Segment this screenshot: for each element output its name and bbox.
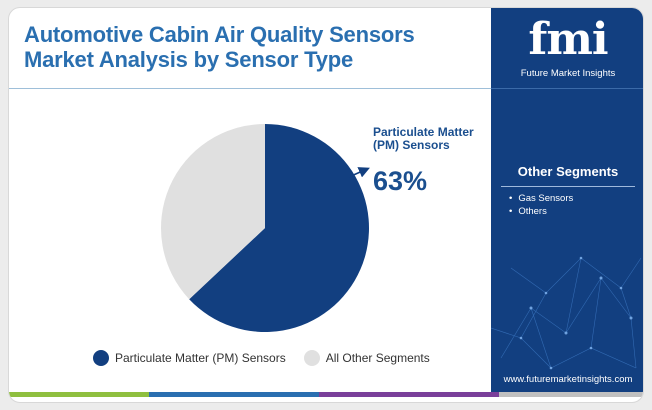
color-bar-segment: [149, 392, 319, 397]
segment-item: Others: [509, 205, 573, 218]
segment-item: Gas Sensors: [509, 192, 573, 205]
pie-slice-pm-sensors: [189, 124, 369, 332]
callout-label: Particulate Matter (PM) Sensors: [373, 125, 474, 152]
bottom-color-bar: [9, 392, 643, 397]
legend-item-pm-sensors: Particulate Matter (PM) Sensors: [93, 350, 286, 366]
report-card: Automotive Cabin Air Quality Sensors Mar…: [8, 7, 644, 403]
website-link[interactable]: www.futuremarketinsights.com: [503, 374, 633, 385]
legend-label-other-segments: All Other Segments: [325, 351, 430, 365]
callout-arrow: [348, 167, 370, 178]
legend-swatch-pm-sensors: [93, 350, 109, 366]
callout-value: 63%: [373, 166, 428, 196]
legend-label-pm-sensors: Particulate Matter (PM) Sensors: [115, 351, 286, 365]
color-bar-segment: [319, 392, 499, 397]
other-segments-heading: Other Segments: [517, 164, 619, 179]
pie-slice-other-segments: [160, 124, 265, 300]
network-graphic: [491, 256, 642, 370]
side-panel-divider: [491, 88, 643, 89]
other-segments-divider: [501, 186, 635, 187]
color-bar-segment: [499, 392, 643, 397]
logo-subtitle: Future Market Insights: [520, 68, 616, 79]
title-divider: [9, 88, 491, 89]
chart-title-line-2: Market Analysis by Sensor Type: [24, 47, 354, 72]
legend-swatch-other-segments: [303, 350, 320, 366]
legend-item-other-segments: All Other Segments: [303, 350, 430, 366]
side-panel: fmi Future Market Insights Other Segment…: [491, 8, 643, 392]
pie-chart: [160, 124, 370, 332]
other-segments-list: Gas Sensors Others: [509, 192, 573, 218]
chart-title-line-1: Automotive Cabin Air Quality Sensors: [24, 22, 415, 47]
chart-title: Automotive Cabin Air Quality Sensors Mar…: [24, 22, 494, 72]
chart-legend: Particulate Matter (PM) Sensors All Othe…: [93, 350, 448, 366]
fmi-logo: fmi: [528, 14, 608, 65]
color-bar-segment: [9, 392, 149, 397]
